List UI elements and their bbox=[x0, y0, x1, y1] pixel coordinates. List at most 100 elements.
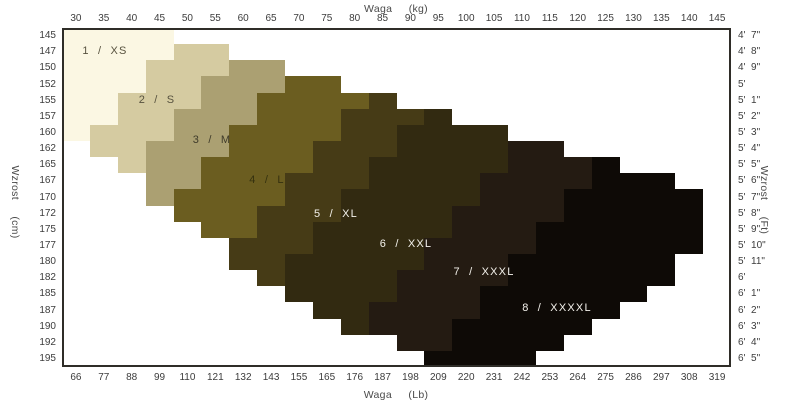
left-tick: 182 bbox=[39, 272, 56, 284]
size-region-s bbox=[90, 125, 174, 141]
size-region-xxxxl bbox=[592, 173, 675, 189]
top-tick: 135 bbox=[652, 13, 670, 24]
bottom-tick: 286 bbox=[625, 372, 642, 383]
size-region-xxl bbox=[397, 141, 508, 157]
size-region-xl bbox=[313, 157, 369, 173]
bottom-tick: 99 bbox=[154, 372, 166, 383]
size-region-xxl bbox=[424, 109, 452, 125]
size-region-xxxxl bbox=[480, 302, 620, 319]
size-region-m bbox=[146, 173, 201, 189]
right-tick: 6' 4" bbox=[738, 336, 761, 348]
size-region-xxxxl bbox=[424, 351, 536, 367]
size-region-xs bbox=[62, 60, 146, 76]
size-region-l bbox=[229, 141, 313, 157]
bottom-tick: 253 bbox=[541, 372, 559, 383]
size-region-xxxl bbox=[369, 319, 452, 335]
size-region-xl bbox=[257, 270, 285, 286]
size-label-xxl: 6 / XXL bbox=[379, 238, 433, 250]
size-region-l bbox=[257, 93, 369, 109]
size-region-xs bbox=[62, 93, 118, 109]
right-tick: 4' 7" bbox=[738, 30, 761, 42]
top-tick: 130 bbox=[625, 13, 642, 24]
size-region-xl bbox=[369, 93, 397, 109]
right-tick: 6' bbox=[738, 272, 746, 284]
size-region-m bbox=[146, 189, 174, 206]
size-region-xl bbox=[285, 189, 341, 206]
size-region-xxxl bbox=[424, 238, 536, 254]
size-region-xxxxl bbox=[564, 206, 703, 222]
bottom-tick: 275 bbox=[597, 372, 614, 383]
size-region-xxl bbox=[313, 302, 369, 319]
bottom-tick: 110 bbox=[179, 372, 196, 383]
size-region-xl bbox=[257, 206, 341, 222]
size-region-xxl bbox=[313, 238, 424, 254]
top-tick: 80 bbox=[349, 13, 361, 24]
right-tick: 4' 9" bbox=[738, 62, 761, 74]
right-axis-title: Wzrost (Ft) bbox=[758, 165, 770, 235]
size-region-xxl bbox=[313, 222, 452, 238]
size-region-xxl bbox=[341, 319, 369, 335]
size-region-xxxl bbox=[424, 254, 508, 270]
size-region-xxxl bbox=[397, 286, 480, 302]
top-tick: 140 bbox=[680, 13, 698, 24]
top-tick: 40 bbox=[126, 13, 138, 24]
size-region-m bbox=[174, 125, 229, 141]
left-tick: 177 bbox=[39, 239, 56, 251]
bottom-tick: 242 bbox=[513, 372, 531, 383]
size-label-s: 2 / S bbox=[138, 94, 176, 106]
size-region-s bbox=[146, 76, 201, 93]
size-region-xxxl bbox=[369, 302, 480, 319]
bottom-tick: 231 bbox=[485, 372, 503, 383]
left-tick: 155 bbox=[39, 94, 56, 106]
size-region-s bbox=[118, 93, 201, 109]
top-tick: 75 bbox=[321, 13, 333, 24]
left-tick: 150 bbox=[39, 62, 56, 74]
size-label-xxxl: 7 / XXXL bbox=[453, 266, 515, 278]
size-region-s bbox=[146, 60, 229, 76]
top-tick: 35 bbox=[98, 13, 110, 24]
size-region-xl bbox=[229, 254, 285, 270]
top-tick: 30 bbox=[70, 13, 82, 24]
size-region-xxxxl bbox=[480, 286, 647, 302]
size-region-xxxxl bbox=[508, 254, 675, 270]
size-region-l bbox=[201, 173, 285, 189]
bottom-tick: 264 bbox=[569, 372, 587, 383]
size-label-m: 3 / M bbox=[192, 134, 232, 146]
size-region-xxxxl bbox=[536, 238, 703, 254]
size-region-l bbox=[201, 157, 313, 173]
right-tick: 5' 10" bbox=[738, 239, 766, 251]
top-tick: 70 bbox=[293, 13, 305, 24]
top-tick: 65 bbox=[265, 13, 277, 24]
size-region-l bbox=[285, 76, 341, 93]
size-label-xl: 5 / XL bbox=[314, 208, 358, 220]
left-tick: 172 bbox=[39, 207, 56, 219]
size-region-xxxxl bbox=[564, 189, 703, 206]
size-region-xxxxl bbox=[536, 222, 703, 238]
size-region-xxxxl bbox=[452, 319, 592, 335]
left-tick: 180 bbox=[39, 256, 56, 268]
top-tick: 50 bbox=[181, 13, 193, 24]
size-region-l bbox=[174, 189, 285, 206]
bottom-axis-title: Waga (Lb) bbox=[363, 389, 429, 401]
size-region-m bbox=[174, 109, 257, 125]
bottom-tick: 319 bbox=[708, 372, 726, 383]
left-tick: 157 bbox=[39, 110, 56, 122]
size-region-s bbox=[118, 157, 146, 173]
bottom-tick: 187 bbox=[374, 372, 391, 383]
left-tick: 147 bbox=[39, 46, 56, 58]
size-region-xxl bbox=[341, 189, 480, 206]
right-tick: 5' 7" bbox=[738, 191, 761, 203]
size-region-xxxxl bbox=[592, 157, 620, 173]
right-tick: 6' 3" bbox=[738, 320, 761, 332]
bottom-tick: 176 bbox=[346, 372, 364, 383]
bottom-tick: 165 bbox=[318, 372, 336, 383]
bottom-tick: 209 bbox=[429, 372, 447, 383]
right-tick: 5' 3" bbox=[738, 126, 761, 138]
top-tick: 120 bbox=[569, 13, 587, 24]
top-tick: 115 bbox=[541, 13, 558, 24]
size-region-xxxl bbox=[452, 206, 564, 222]
size-region-xl bbox=[257, 222, 313, 238]
size-region-xxxl bbox=[480, 189, 564, 206]
bottom-tick: 132 bbox=[234, 372, 252, 383]
size-region-xxl bbox=[397, 125, 508, 141]
